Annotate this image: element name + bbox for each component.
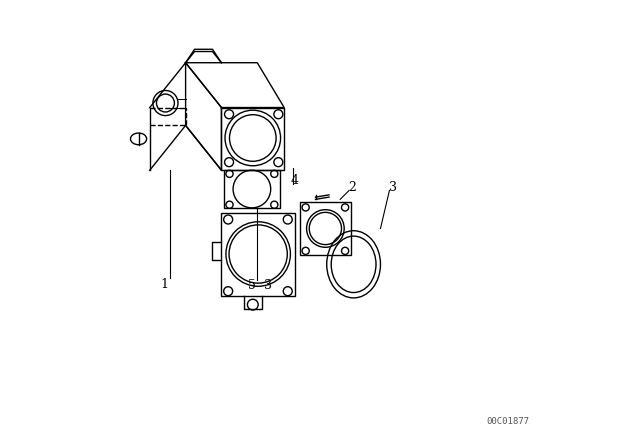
- Text: 00C01877: 00C01877: [486, 417, 530, 426]
- Text: 3: 3: [264, 279, 273, 293]
- Text: 3: 3: [388, 181, 397, 194]
- Text: 1: 1: [160, 278, 168, 291]
- Text: 5: 5: [248, 279, 256, 293]
- Bar: [224, 170, 280, 208]
- Bar: [300, 202, 351, 255]
- Text: 4: 4: [291, 174, 299, 187]
- Bar: [221, 213, 296, 296]
- Text: 2: 2: [348, 181, 356, 194]
